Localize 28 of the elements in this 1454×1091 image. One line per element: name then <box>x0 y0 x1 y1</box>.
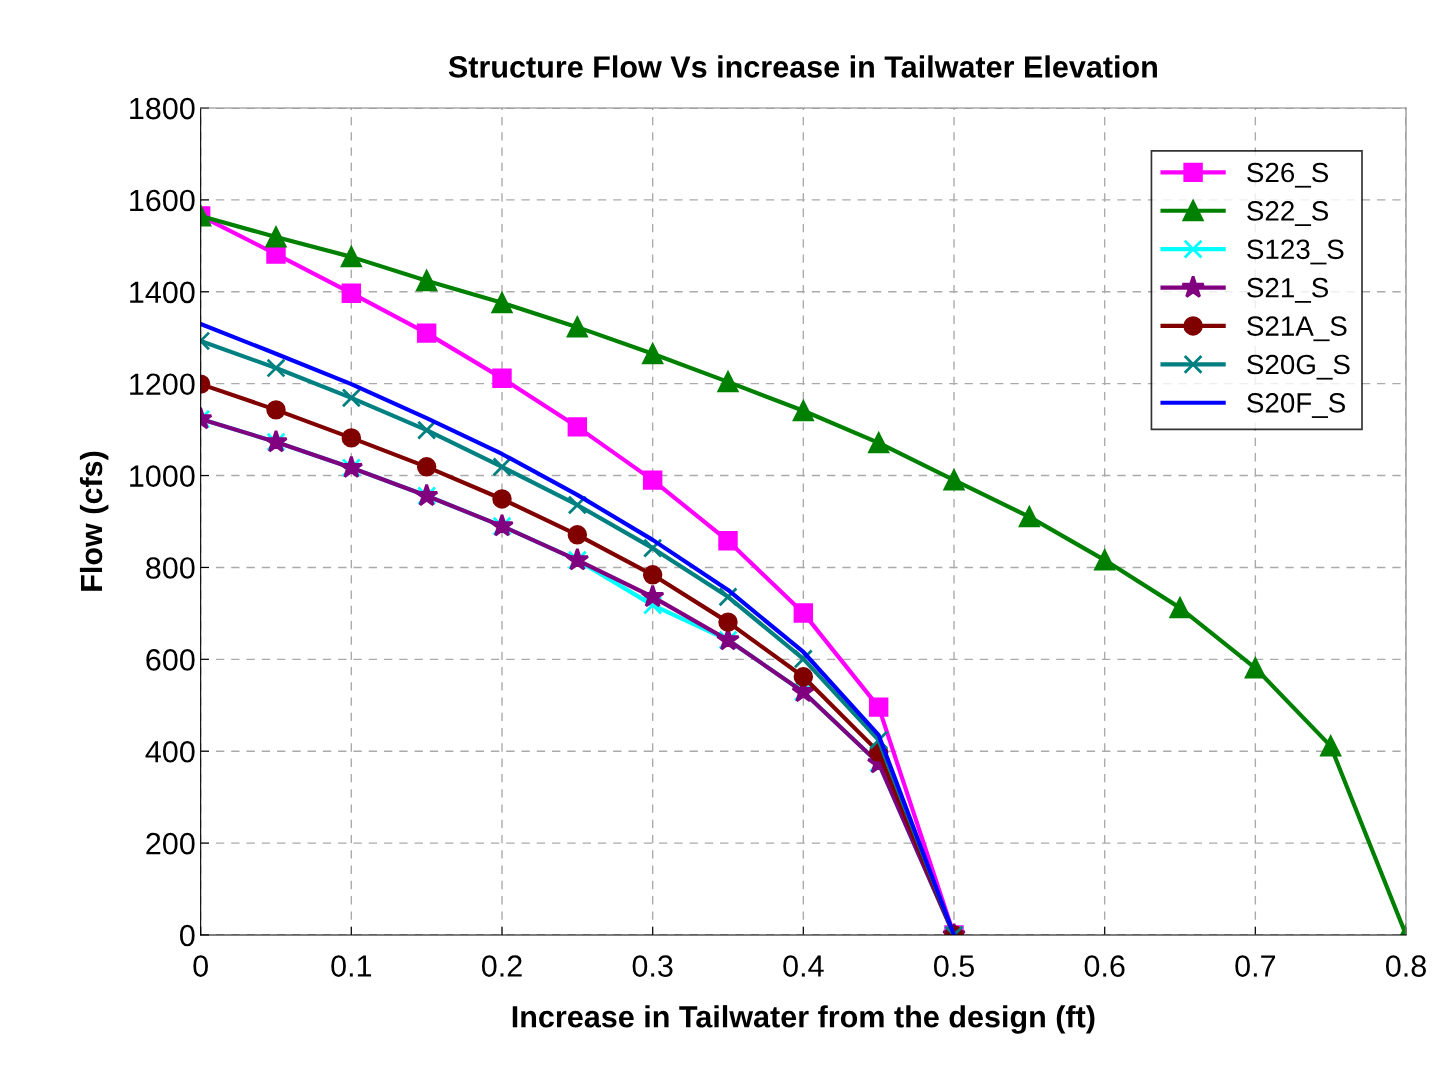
y-tick-label: 200 <box>146 832 195 855</box>
x-tick-label: 0.2 <box>481 955 522 977</box>
legend-label: S20G_S <box>1247 354 1350 380</box>
legend-label: S21A_S <box>1247 316 1347 342</box>
y-axis-title: Flow (cfs) <box>79 451 109 591</box>
y-tick-label: 1400 <box>130 281 195 304</box>
y-tick-label: 800 <box>146 557 195 579</box>
x-tick-label: 0.4 <box>783 955 824 977</box>
x-tick-label: 0.3 <box>632 955 673 977</box>
legend-label: S26_S <box>1247 162 1329 188</box>
chart-title: Structure Flow Vs increase in Tailwater Elevation <box>448 55 1157 78</box>
x-tick-label: 0.7 <box>1235 955 1276 977</box>
x-tick-label: 0.6 <box>1084 955 1125 977</box>
y-tick-label: 1800 <box>130 97 195 120</box>
y-tick-label: 0 <box>179 924 195 947</box>
legend-label: S22_S <box>1247 201 1329 226</box>
y-tick-label: 1600 <box>130 189 195 212</box>
x-tick-label: 0.1 <box>331 955 372 977</box>
x-axis-title: Increase in Tailwater from the design (ft) <box>512 1005 1095 1034</box>
x-tick-label: 0.5 <box>933 955 974 977</box>
legend-label: S21_S <box>1247 277 1329 303</box>
y-tick-label: 1200 <box>130 373 195 396</box>
legend-label: S123_S <box>1247 239 1344 265</box>
y-tick-label: 400 <box>145 740 195 763</box>
legend-label: S20F_S <box>1247 393 1345 418</box>
x-tick-label: 0.8 <box>1385 955 1426 977</box>
y-tick-label: 600 <box>146 649 195 671</box>
y-tick-label: 1000 <box>130 465 195 487</box>
